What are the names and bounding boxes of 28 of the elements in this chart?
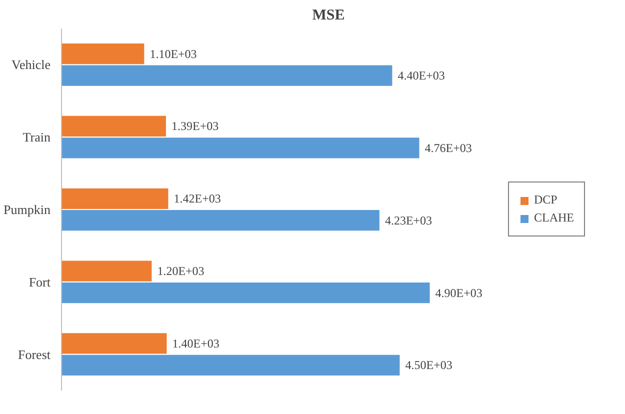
data-label: 4.76E+03 [424,140,472,155]
y-tick-label: Forest [18,346,51,362]
bar [62,116,166,137]
chart-title: MSE [312,8,345,24]
y-tick-label: Vehicle [12,57,51,72]
bar [62,44,144,64]
data-label: 4.23E+03 [384,213,432,228]
bar [62,65,392,86]
bar [62,260,152,282]
bar [62,188,168,209]
data-label: 1.42E+03 [174,192,221,206]
data-label: 1.39E+03 [171,119,219,134]
bar [62,354,400,376]
data-label: 4.40E+03 [398,68,445,83]
y-tick-label: Pumpkin [4,202,51,217]
y-tick-label: Fort [28,274,51,290]
data-label: 1.20E+03 [157,264,204,278]
bar [62,282,430,304]
y-tick-label: Train [22,130,51,145]
data-label: 4.50E+03 [405,358,452,372]
bar [62,138,420,158]
bar [62,333,167,354]
data-label: 4.90E+03 [435,286,482,300]
bar [62,210,380,231]
legend-label: DCP [534,192,558,208]
legend-label: CLAHE [534,210,574,226]
data-label: 1.10E+03 [150,46,197,61]
data-label: 1.40E+03 [172,336,220,350]
